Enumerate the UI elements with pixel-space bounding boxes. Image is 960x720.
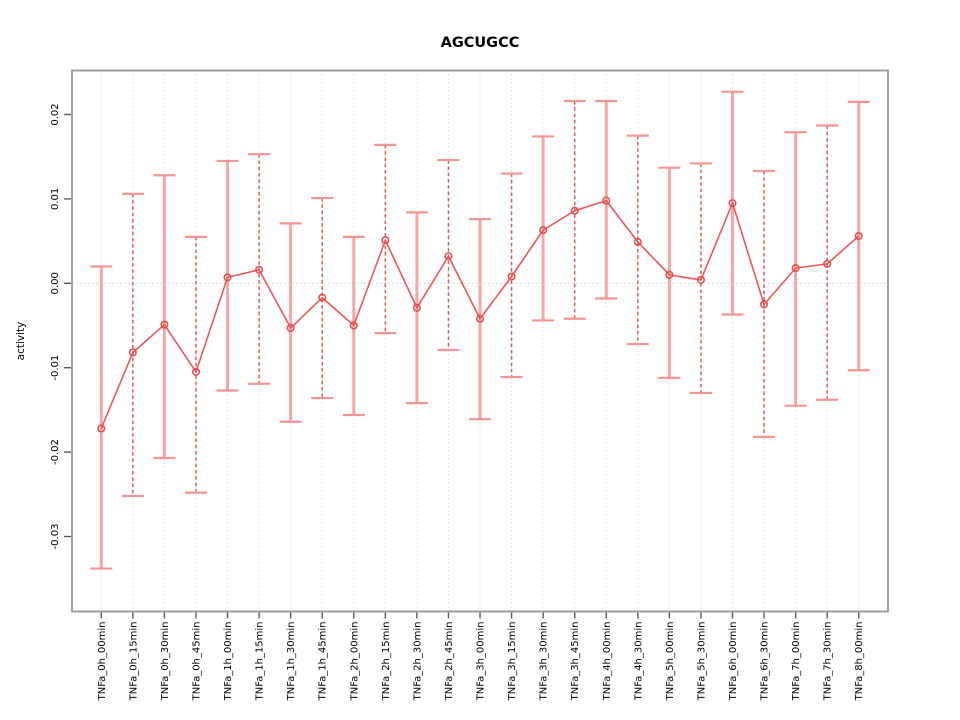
x-tick-label: TNFa_0h_15min xyxy=(128,622,139,702)
y-tick-label: -0.01 xyxy=(50,355,61,381)
x-tick-label: TNFa_5h_30min xyxy=(696,622,707,702)
data-point xyxy=(539,226,548,235)
y-tick-label: -0.03 xyxy=(50,524,61,550)
x-tick-label: TNFa_0h_45min xyxy=(191,622,202,702)
series-line-layer xyxy=(100,199,860,429)
x-tick-label: TNFa_1h_00min xyxy=(223,622,234,702)
data-point xyxy=(191,367,201,376)
data-point xyxy=(97,424,106,433)
y-tick-label: 0.02 xyxy=(50,103,61,125)
data-point xyxy=(791,264,800,273)
x-tick-label: TNFa_7h_30min xyxy=(823,622,834,702)
x-tick-label: TNFa_1h_30min xyxy=(286,622,297,702)
plot-frame-layer xyxy=(71,69,889,613)
plot-border xyxy=(71,69,889,613)
data-point xyxy=(223,273,232,282)
data-point xyxy=(823,259,832,268)
data-point xyxy=(475,314,485,323)
data-point xyxy=(696,275,705,284)
x-tick-label: TNFa_5h_00min xyxy=(665,622,676,702)
x-tick-label: TNFa_0h_30min xyxy=(160,622,171,702)
x-tick-label: TNFa_2h_45min xyxy=(444,622,455,702)
x-tick-label: TNFa_3h_15min xyxy=(507,622,518,702)
data-point xyxy=(602,196,611,205)
x-tick-label: TNFa_3h_30min xyxy=(539,622,550,702)
x-tick-label: TNFa_0h_00min xyxy=(97,622,108,702)
x-tick-label: TNFa_2h_30min xyxy=(412,622,423,702)
axes-layer: 0.02 0.01 0.00 -0.01 -0.02 -0.03 TNFa_0h_00min… xyxy=(50,103,865,701)
data-point xyxy=(286,323,295,333)
y-tick-label: 0.00 xyxy=(50,272,61,294)
data-points-layer xyxy=(97,196,863,433)
data-point xyxy=(160,320,169,329)
data-point xyxy=(444,252,453,261)
x-tick-label: TNFa_6h_30min xyxy=(760,622,771,702)
x-tick-label: TNFa_2h_15min xyxy=(381,622,392,702)
x-tick-label: TNFa_3h_00min xyxy=(476,622,487,702)
series-line xyxy=(100,199,860,429)
y-tick-label: 0.01 xyxy=(50,188,61,210)
data-point xyxy=(854,231,863,241)
y-axis-label: activity xyxy=(15,322,27,361)
data-point xyxy=(349,321,358,330)
x-tick-label: TNFa_6h_00min xyxy=(728,622,739,702)
x-tick-label: TNFa_1h_15min xyxy=(255,622,266,702)
x-tick-label: TNFa_7h_00min xyxy=(791,622,802,702)
x-tick-label: TNFa_4h_00min xyxy=(602,622,613,702)
data-point xyxy=(255,265,264,274)
data-point xyxy=(570,206,579,215)
x-tick-label: TNFa_4h_30min xyxy=(633,622,644,702)
data-point xyxy=(633,237,642,246)
data-point xyxy=(760,300,769,309)
data-point xyxy=(381,236,390,245)
y-tick-label: -0.02 xyxy=(50,439,61,465)
x-tick-label: TNFa_2h_00min xyxy=(349,622,360,702)
data-point xyxy=(665,270,674,279)
data-point xyxy=(728,199,737,208)
x-tick-label: TNFa_1h_45min xyxy=(318,622,329,702)
chart-title: AGCUGCC xyxy=(441,35,520,51)
x-tick-label: TNFa_3h_45min xyxy=(570,622,581,702)
data-point xyxy=(507,272,516,281)
data-point xyxy=(128,348,137,357)
x-tick-label: TNFa_8h_00min xyxy=(854,622,865,702)
data-point xyxy=(318,293,327,302)
data-point xyxy=(412,303,421,312)
